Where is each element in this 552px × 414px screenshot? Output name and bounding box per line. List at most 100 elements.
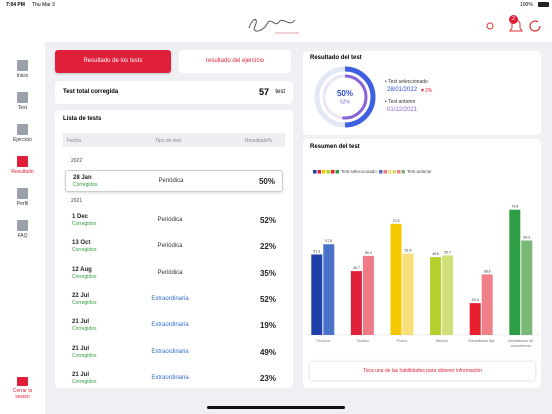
logout-icon[interactable] (17, 377, 28, 386)
category-label: Mentalidad de crecimiento (508, 338, 534, 348)
summary-label: Test total corregida (63, 89, 119, 95)
nav-label[interactable]: Test (17, 105, 28, 111)
bar-value-label: 49.6 (432, 252, 439, 256)
bar (390, 223, 402, 335)
legend-swatch (397, 170, 401, 174)
donut-arc (344, 66, 376, 128)
summary-count: 57 (258, 87, 269, 97)
bar (442, 255, 454, 335)
row-result: 35% (259, 268, 276, 278)
result-card: Resultado del test 50% 52% • Test selecci… (303, 51, 541, 135)
bar (311, 254, 323, 335)
legend-label: Test seleccionado (341, 169, 377, 174)
bar-value-label: 50.4 (365, 251, 372, 255)
test-row[interactable]: 21 Jul Corregidos Extraordinaria 23% (65, 368, 283, 388)
year-label: 2022 (71, 158, 83, 164)
legend-swatch (313, 170, 317, 174)
result-title: Resultado del test (310, 55, 362, 61)
bar-value-label: 79.8 (511, 205, 518, 209)
test-row[interactable]: 13 Oct Corregidos Periódica 22% (65, 236, 283, 258)
row-date: 22 Jul (72, 292, 90, 299)
test-row[interactable]: 12 Aug Corregidos Periódica 35% (65, 263, 283, 285)
bar (362, 255, 374, 335)
bar-value-label: 40.7 (353, 266, 360, 270)
nav-icon[interactable] (17, 188, 28, 199)
legend-swatch (326, 170, 330, 174)
row-type: Extraordinaria (151, 295, 189, 302)
row-result: 49% (259, 347, 276, 357)
notification-badge: 2 (509, 15, 518, 24)
test-row[interactable]: 21 Jul Corregidos Extraordinaria 49% (65, 342, 283, 364)
battery-icon (538, 2, 549, 7)
row-type: Extraordinaria (151, 374, 189, 381)
nav-label[interactable]: Perfil (16, 201, 29, 207)
bar-value-label: 57.8 (325, 239, 332, 243)
row-date: 1 Dec (72, 214, 89, 220)
row-result: 52% (259, 216, 276, 225)
previous-label-text: Test anterior (388, 99, 416, 105)
test-row[interactable]: 21 Jul Corregidos Extraordinaria 19% (65, 315, 283, 337)
test-row[interactable]: 22 Jul Corregidos Extraordinaria 52% (65, 289, 283, 311)
legend-swatch (335, 170, 339, 174)
column-header: Resultado% (245, 138, 272, 144)
category-label: Mental (436, 338, 448, 343)
row-status: Corregidos (73, 182, 98, 188)
donut: 50%52% (314, 66, 376, 128)
nav-label[interactable]: Ejercicio (13, 137, 32, 143)
category-label: Técnica (316, 338, 331, 343)
category-label: Mentalidad fija (468, 338, 495, 343)
row-date: 12 Aug (72, 266, 92, 273)
tab[interactable]: resultado del ejercicio (179, 50, 291, 73)
legend-label: Test anterior (407, 169, 432, 174)
bar (430, 257, 442, 335)
legend-swatch (401, 170, 405, 174)
nav-icon[interactable] (17, 60, 28, 71)
legend-swatch (383, 170, 387, 174)
selected-date: 28/01/2022 (387, 87, 418, 93)
bar-value-label: 60.2 (523, 235, 530, 239)
row-type: Periódica (157, 269, 183, 276)
list-title: Lista de tests (63, 116, 102, 122)
row-date: 21 Jul (72, 345, 90, 352)
row-result: 50% (258, 177, 275, 186)
summary-chart-card: Resumen del test Test seleccionado Test a… (303, 139, 541, 388)
list-header (63, 133, 285, 147)
logout[interactable]: Cerrar la sesión (12, 388, 33, 400)
test-row[interactable]: 1 Dec Corregidos Periódica 52% (65, 210, 283, 232)
row-status: Corregidos (72, 352, 97, 359)
nav-icon[interactable] (17, 92, 28, 103)
hint-button[interactable]: Toca una de las habilidades para obtener… (310, 362, 535, 380)
logo (248, 19, 299, 34)
nav-icon[interactable] (17, 124, 28, 135)
category-label: Táctico (356, 338, 370, 343)
donut-label: 52% (340, 99, 351, 105)
category-label: Físico (397, 338, 408, 343)
tab[interactable]: Resultado de los tests (55, 50, 171, 73)
test-list-card: Lista de tests Fecha Tipo de test Resultad… (55, 110, 293, 388)
bar (481, 274, 493, 335)
nav-icon[interactable] (17, 156, 28, 167)
nav-label[interactable]: Inicio (16, 73, 29, 79)
previous-label: • Test anterior (385, 99, 416, 105)
bar-value-label: 70.8 (393, 219, 400, 223)
summary-unit: test (275, 89, 285, 95)
test-row[interactable]: 28 Jan Corregidos Periódica 50% (65, 170, 283, 192)
donut-arc (342, 74, 368, 120)
nav-icon[interactable] (17, 220, 28, 231)
change: ▼2% (420, 88, 433, 94)
legend-swatch (379, 170, 383, 174)
bar-value-label: 51.8 (405, 249, 412, 253)
donut-label: 50% (337, 89, 353, 98)
column-header: Fecha (67, 138, 81, 144)
row-date: 28 Jan (73, 175, 92, 181)
bar (350, 271, 362, 335)
row-result: 19% (259, 321, 276, 331)
legend-swatch (392, 170, 396, 174)
row-type: Extraordinaria (151, 348, 189, 355)
nav-label[interactable]: Resultado (11, 169, 34, 175)
legend-swatch (322, 170, 326, 174)
row-type: Extraordinaria (151, 322, 189, 329)
nav-label[interactable]: FAQ (17, 233, 28, 239)
previous-date: 01/12/2021 (387, 107, 418, 113)
